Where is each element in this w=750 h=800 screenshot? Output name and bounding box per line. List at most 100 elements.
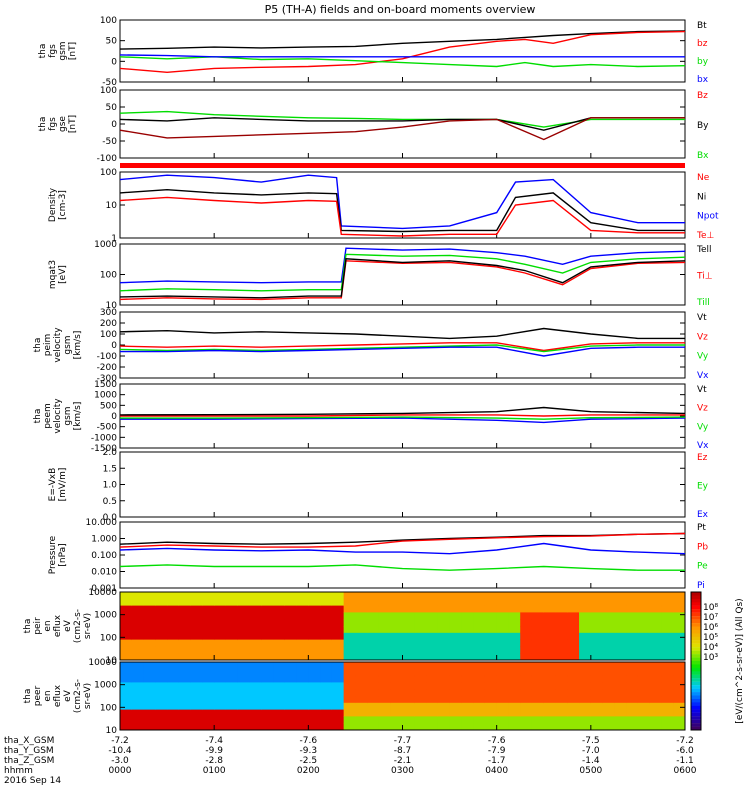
heatmap-cell <box>449 653 462 661</box>
heatmap-cell <box>378 653 392 661</box>
legend-label: By <box>697 121 709 131</box>
heatmap-cell <box>249 716 262 724</box>
heatmap-cell <box>273 598 286 607</box>
footer-value: -2.5 <box>300 756 318 766</box>
series-Bx <box>119 110 685 128</box>
heatmap-cell <box>120 709 133 717</box>
heatmap-cell <box>484 653 498 661</box>
legend-label: Bt <box>697 21 707 31</box>
heatmap-cell <box>202 639 215 647</box>
heatmap-cell <box>202 598 215 607</box>
heatmap-cell <box>673 605 686 613</box>
heatmap-cell <box>355 662 368 670</box>
series-Ni <box>119 188 685 233</box>
heatmap-cell <box>296 632 309 641</box>
heatmap-cell <box>284 723 298 731</box>
heatmap-cell <box>579 619 592 627</box>
heatmap-cell <box>120 723 133 731</box>
heatmap-cell <box>637 626 651 634</box>
heatmap-cell <box>155 653 168 661</box>
heatmap-cell <box>508 696 521 704</box>
heatmap-cell <box>426 605 439 613</box>
heatmap-cell <box>308 675 321 683</box>
heatmap-cell <box>249 702 262 711</box>
heatmap-cell <box>520 668 533 677</box>
heatmap-cell <box>261 632 274 641</box>
series-Vx <box>120 346 685 357</box>
heatmap-cell <box>496 612 509 620</box>
heatmap-cell <box>296 668 309 677</box>
heatmap-cell <box>402 716 415 724</box>
heatmap-cell <box>249 619 262 627</box>
heatmap-cell <box>437 592 451 600</box>
footer-row-label: tha_X_GSM <box>4 736 54 746</box>
heatmap-cell <box>367 653 380 661</box>
heatmap-cell <box>508 716 521 724</box>
heatmap-cell <box>614 653 627 661</box>
heatmap-cell <box>484 592 498 600</box>
heatmap-cell <box>567 605 580 613</box>
heatmap-cell <box>284 646 298 654</box>
heatmap-cell <box>237 626 250 634</box>
heatmap-cell <box>402 668 415 677</box>
heatmap-cell <box>590 689 604 697</box>
heatmap-cell <box>390 653 403 661</box>
heatmap-cell <box>579 675 592 683</box>
heatmap-cell <box>461 668 474 677</box>
heatmap-cell <box>343 696 356 704</box>
heatmap-cell <box>590 612 604 620</box>
ytick-label: 0 <box>111 120 117 130</box>
heatmap-cell <box>567 626 580 634</box>
heatmap-cell <box>214 668 227 677</box>
footer-value: -7.2 <box>111 736 129 746</box>
heatmap-cell <box>131 689 145 697</box>
colorbar-cell <box>691 598 701 603</box>
heatmap-cell <box>343 612 356 620</box>
colorbar-cell <box>691 654 701 658</box>
heatmap-cell <box>414 592 427 600</box>
heatmap-cell <box>131 626 145 634</box>
heatmap-cell <box>555 709 568 717</box>
heatmap-cell <box>567 592 580 600</box>
heatmap-cell <box>284 598 298 607</box>
heatmap-cell <box>484 675 498 683</box>
colorbar-cell <box>691 702 701 706</box>
heatmap-cell <box>284 682 298 690</box>
colorbar-cell <box>691 678 701 682</box>
heatmap-cell <box>496 626 509 634</box>
heatmap-cell <box>461 702 474 711</box>
heatmap-cell <box>520 723 533 731</box>
series-Vz <box>119 342 685 352</box>
heatmap-cell <box>296 646 309 654</box>
heatmap-cell <box>273 662 286 670</box>
heatmap-cell <box>155 723 168 731</box>
heatmap-cell <box>155 662 168 670</box>
heatmap-cell <box>637 689 651 697</box>
colorbar-cell <box>691 712 701 717</box>
ytick-label: 0.001 <box>91 584 117 594</box>
heatmap-cell <box>120 626 133 634</box>
heatmap-cell <box>402 626 415 634</box>
colorbar-cell <box>691 612 701 617</box>
heatmap-cell <box>614 592 627 600</box>
heatmap-cell <box>590 682 604 690</box>
heatmap-cell <box>649 716 662 724</box>
heatmap-cell <box>602 662 615 670</box>
heatmap-cell <box>484 682 498 690</box>
heatmap-cell <box>190 662 203 670</box>
heatmap-cell <box>296 675 309 683</box>
heatmap-cell <box>590 716 604 724</box>
heatmap-cell <box>320 653 333 661</box>
heatmap-cell <box>590 702 604 711</box>
heatmap-cell <box>202 662 215 670</box>
heatmap-cell <box>579 632 592 641</box>
footer-row-label: tha_Z_GSM <box>4 756 54 766</box>
heatmap-cell <box>579 702 592 711</box>
heatmap-cell <box>590 653 604 661</box>
panel-peer: 10000 1000 100 10 tha peer en eflux eV (cm2-s-sr-… <box>23 658 686 736</box>
heatmap-cell <box>320 668 333 677</box>
heatmap-cell <box>367 626 380 634</box>
panel-frame <box>119 243 686 306</box>
heatmap-cell <box>273 612 286 620</box>
ytick-label: 0.5 <box>103 497 117 507</box>
